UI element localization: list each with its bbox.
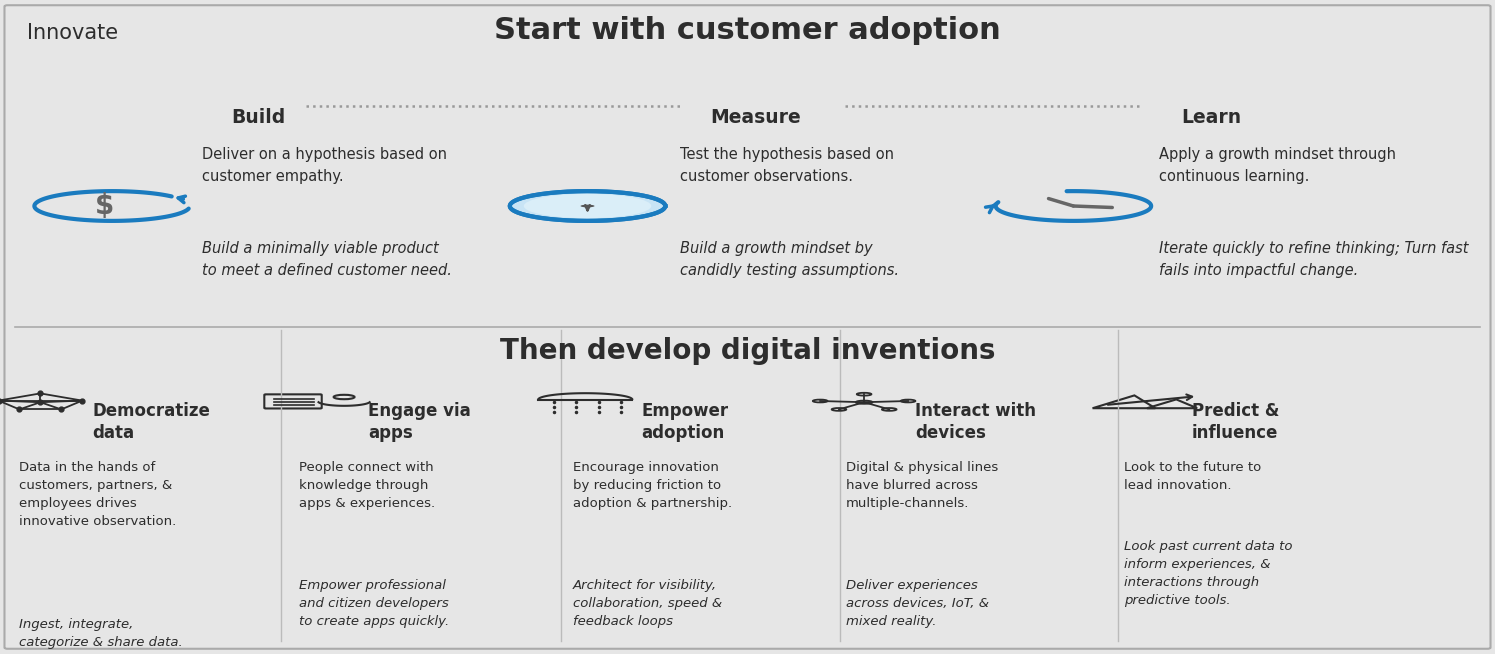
Text: Encourage innovation
by reducing friction to
adoption & partnership.: Encourage innovation by reducing frictio… [573, 461, 731, 510]
Text: Start with customer adoption: Start with customer adoption [495, 16, 1000, 45]
Ellipse shape [580, 205, 595, 207]
Text: Iterate quickly to refine thinking; Turn fast
fails into impactful change.: Iterate quickly to refine thinking; Turn… [1159, 241, 1468, 278]
Text: Build a growth mindset by
candidly testing assumptions.: Build a growth mindset by candidly testi… [680, 241, 898, 278]
Text: Digital & physical lines
have blurred across
multiple-channels.: Digital & physical lines have blurred ac… [846, 461, 999, 510]
Text: Then develop digital inventions: Then develop digital inventions [499, 337, 996, 365]
Text: Test the hypothesis based on
customer observations.: Test the hypothesis based on customer ob… [680, 147, 894, 184]
Text: Measure: Measure [710, 108, 801, 127]
Text: Build a minimally viable product
to meet a defined customer need.: Build a minimally viable product to meet… [202, 241, 451, 278]
Ellipse shape [510, 191, 665, 221]
Text: Interact with
devices: Interact with devices [915, 402, 1036, 442]
Text: Look past current data to
inform experiences, &
interactions through
predictive : Look past current data to inform experie… [1124, 540, 1293, 606]
Text: Apply a growth mindset through
continuous learning.: Apply a growth mindset through continuou… [1159, 147, 1396, 184]
Text: Ingest, integrate,
categorize & share data.: Ingest, integrate, categorize & share da… [19, 618, 184, 649]
Text: Architect for visibility,
collaboration, speed &
feedback loops: Architect for visibility, collaboration,… [573, 579, 722, 628]
Text: Deliver experiences
across devices, IoT, &
mixed reality.: Deliver experiences across devices, IoT,… [846, 579, 990, 628]
Text: Predict &
influence: Predict & influence [1192, 402, 1278, 442]
Text: People connect with
knowledge through
apps & experiences.: People connect with knowledge through ap… [299, 461, 435, 510]
Text: Democratize
data: Democratize data [93, 402, 211, 442]
Text: Learn: Learn [1181, 108, 1241, 127]
Text: $: $ [96, 192, 114, 220]
Text: Deliver on a hypothesis based on
customer empathy.: Deliver on a hypothesis based on custome… [202, 147, 447, 184]
Text: Engage via
apps: Engage via apps [368, 402, 471, 442]
Text: Innovate: Innovate [27, 23, 118, 43]
Text: Empower
adoption: Empower adoption [641, 402, 728, 442]
Text: Data in the hands of
customers, partners, &
employees drives
innovative observat: Data in the hands of customers, partners… [19, 461, 176, 528]
Text: Empower professional
and citizen developers
to create apps quickly.: Empower professional and citizen develop… [299, 579, 450, 628]
Text: Build: Build [232, 108, 286, 127]
Ellipse shape [523, 194, 652, 218]
Text: Look to the future to
lead innovation.: Look to the future to lead innovation. [1124, 461, 1262, 492]
